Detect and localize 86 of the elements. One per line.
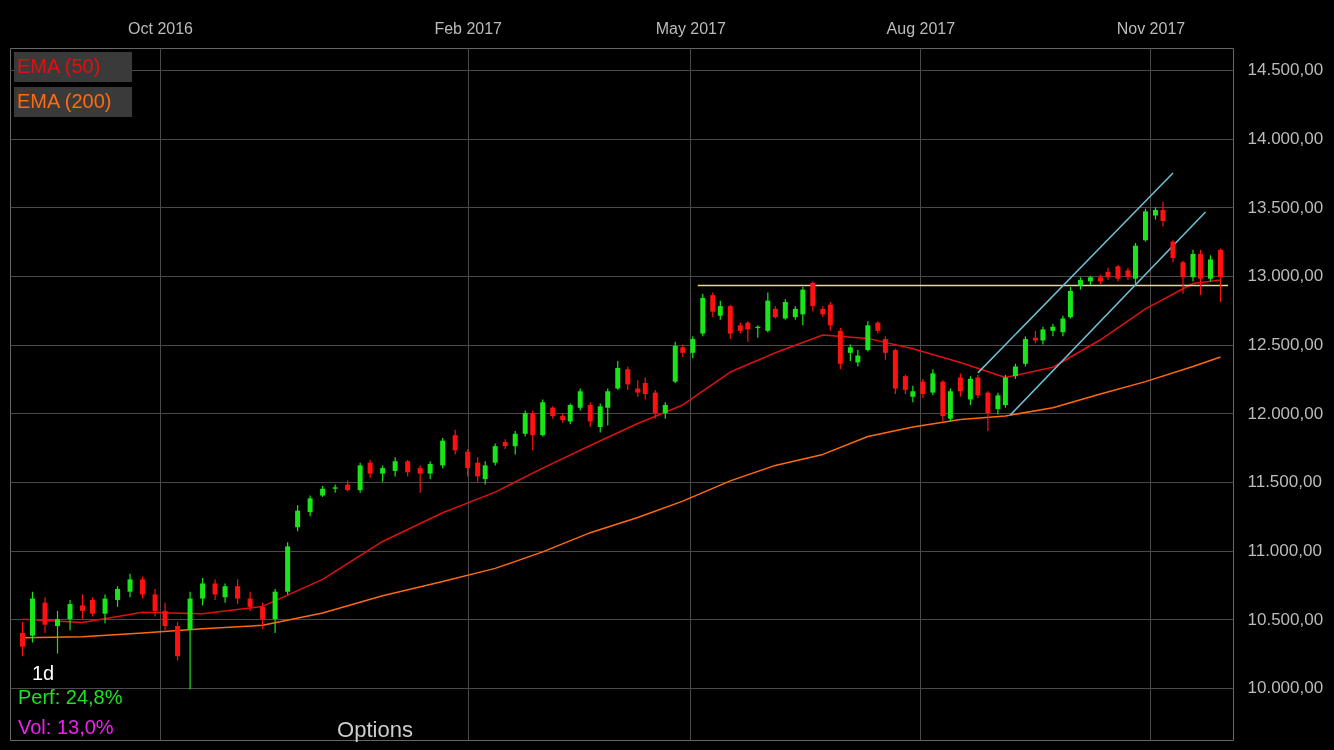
candlestick — [920, 378, 926, 399]
line-series — [21, 279, 1222, 624]
candlestick — [615, 360, 621, 391]
x-tick-label: Aug 2017 — [886, 19, 956, 37]
x-tick-label: Nov 2017 — [1116, 19, 1186, 37]
candlestick — [605, 387, 611, 427]
candlestick — [127, 573, 133, 598]
candlestick — [55, 610, 61, 655]
candlestick — [642, 376, 648, 401]
candlestick — [522, 409, 528, 438]
text: EMA (200) — [17, 90, 112, 112]
candlestick — [332, 484, 338, 494]
candlestick — [80, 593, 86, 620]
candlestick — [475, 456, 481, 483]
candlestick — [200, 577, 206, 607]
x-tick-label: Oct 2016 — [128, 19, 194, 37]
candlestick — [247, 591, 253, 612]
candlestick — [452, 429, 458, 456]
candlestick — [1060, 315, 1066, 337]
candlestick — [587, 401, 593, 428]
candlestick — [260, 602, 266, 630]
candlestick — [567, 403, 573, 425]
candlestick — [1050, 323, 1056, 337]
candlestick — [882, 335, 888, 361]
y-tick-label: 12.000,00 — [1247, 403, 1324, 423]
candlestick — [307, 495, 313, 517]
candlestick — [222, 582, 228, 604]
candlestick — [102, 593, 108, 624]
candlestick — [20, 621, 25, 657]
candlestick — [597, 403, 603, 434]
candlestick — [295, 504, 301, 532]
annotation: Options — [337, 717, 413, 742]
candlestick — [1190, 249, 1196, 283]
candlestick — [482, 460, 488, 486]
candlestick — [235, 578, 241, 605]
candlestick — [782, 298, 788, 321]
candlestick — [827, 301, 833, 332]
candlestick — [1105, 267, 1111, 281]
candlestick — [465, 448, 471, 477]
candlestick — [995, 392, 1001, 416]
candlestick — [530, 409, 536, 451]
y-tick-label: 13.000,00 — [1247, 266, 1324, 286]
candlestick — [985, 390, 991, 432]
annotation: 1d — [32, 662, 55, 684]
candlestick — [115, 585, 121, 608]
candlestick — [212, 578, 218, 601]
candlestick — [42, 596, 48, 634]
y-tick-label: 13.500,00 — [1247, 197, 1324, 217]
candlestick — [967, 375, 973, 406]
candlestick — [902, 374, 908, 395]
candlestick — [810, 280, 816, 313]
candlestick — [492, 442, 498, 466]
candlestick — [577, 387, 583, 412]
candlestick — [162, 602, 168, 631]
text: EMA (50) — [17, 55, 101, 77]
candlestick — [957, 372, 963, 398]
candlestick — [652, 389, 658, 420]
candlestick — [717, 300, 723, 321]
candlestick — [392, 456, 398, 477]
candlestick — [152, 588, 158, 618]
candlestick — [910, 385, 916, 403]
y-tick-label: 12.500,00 — [1247, 335, 1324, 355]
y-tick-label: 11.500,00 — [1247, 472, 1322, 492]
candlestick — [1160, 201, 1166, 228]
candlestick — [710, 291, 716, 318]
candlestick — [90, 596, 96, 618]
candlestick — [930, 368, 936, 396]
candlestick — [975, 374, 981, 399]
candlestick — [1207, 254, 1213, 283]
x-tick-label: Feb 2017 — [434, 19, 503, 37]
candlestick — [1170, 239, 1176, 263]
annotation: Perf: 24,8% — [18, 686, 123, 708]
candlestick — [417, 464, 423, 494]
y-tick-label: 14.000,00 — [1247, 129, 1324, 149]
y-tick-label: 14.500,00 — [1247, 60, 1324, 80]
x-tick-label: May 2017 — [655, 19, 727, 37]
y-tick-label: 10.500,00 — [1247, 609, 1324, 629]
candlestick — [1180, 260, 1186, 295]
candlestick — [690, 335, 696, 359]
candlestick — [140, 576, 146, 600]
candlestick — [512, 430, 518, 456]
candlestick — [67, 599, 73, 631]
annotation: Vol: 13,0% — [18, 716, 114, 738]
y-tick-label: 11.000,00 — [1247, 541, 1322, 561]
y-tick-label: 10.000,00 — [1247, 678, 1324, 698]
candlestick — [625, 365, 631, 391]
